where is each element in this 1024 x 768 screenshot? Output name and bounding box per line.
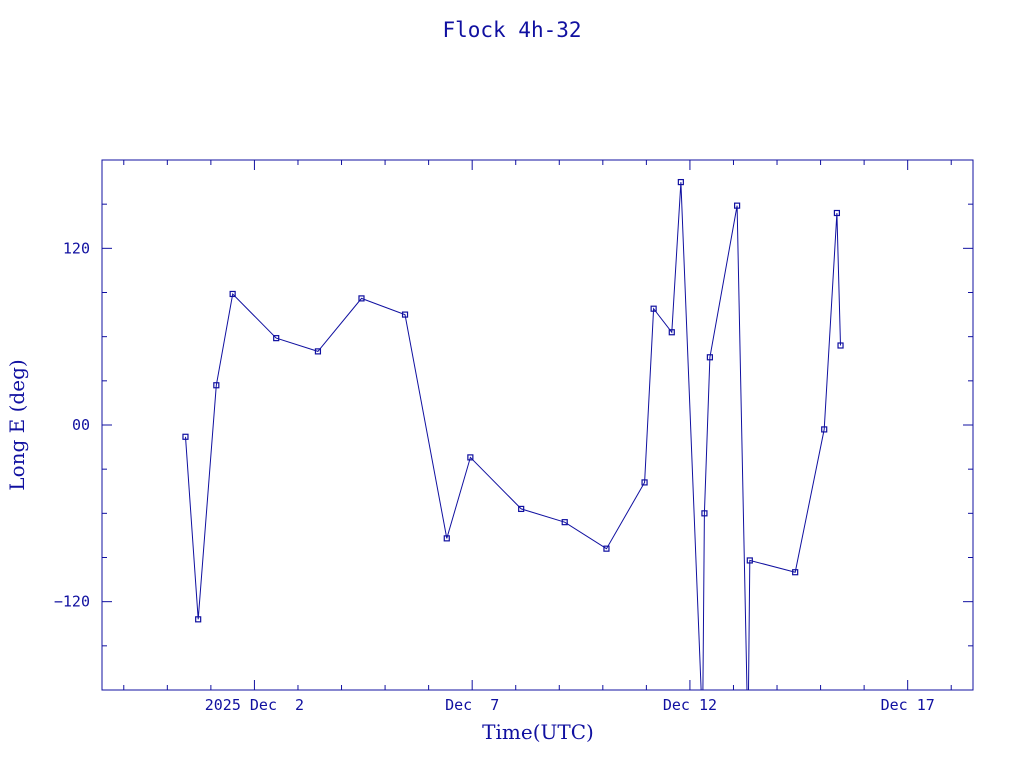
data-point-marker bbox=[273, 335, 280, 342]
data-point-marker bbox=[650, 305, 657, 312]
data-point-marker bbox=[734, 202, 741, 209]
y-tick-label: 00 bbox=[72, 416, 90, 434]
data-point-marker bbox=[833, 209, 841, 217]
axis-ticks bbox=[102, 160, 973, 690]
data-point-marker bbox=[792, 569, 799, 576]
data-point-marker bbox=[561, 519, 568, 526]
data-point-marker bbox=[603, 545, 610, 552]
data-point-marker bbox=[213, 382, 220, 389]
y-tick-labels: 120 00 −120 bbox=[54, 239, 90, 610]
data-point-marker bbox=[677, 178, 684, 186]
y-tick-label: −120 bbox=[54, 593, 90, 611]
data-point-marker bbox=[518, 505, 525, 513]
data-point-marker bbox=[837, 342, 844, 349]
chart-title: Flock 4h-32 bbox=[442, 18, 581, 42]
y-tick-label: 120 bbox=[63, 239, 90, 257]
x-tick-label: Dec 12 bbox=[663, 696, 717, 714]
data-point-marker bbox=[641, 479, 648, 486]
data-point-marker bbox=[701, 510, 708, 517]
data-point-marker bbox=[821, 426, 828, 433]
plot-frame bbox=[101, 159, 974, 691]
data-point-marker bbox=[182, 433, 189, 440]
data-point-marker bbox=[668, 329, 675, 336]
y-axis-label: Long E (deg) bbox=[5, 359, 29, 490]
data-point-marker bbox=[706, 354, 713, 361]
series-group bbox=[182, 178, 844, 690]
data-point-marker bbox=[195, 616, 202, 623]
data-point-marker bbox=[401, 311, 409, 318]
x-tick-label: Dec 7 bbox=[445, 696, 499, 714]
series-line bbox=[185, 182, 841, 690]
x-tick-labels: 2025 Dec 2 Dec 7 Dec 12 Dec 17 bbox=[205, 696, 935, 714]
data-point-marker bbox=[443, 535, 450, 542]
data-point-marker bbox=[229, 290, 236, 298]
data-point-marker bbox=[746, 557, 753, 564]
data-point-marker bbox=[314, 348, 322, 355]
x-tick-label: 2025 Dec 2 bbox=[205, 696, 304, 714]
data-point-marker bbox=[467, 454, 474, 461]
x-axis-label: Time(UTC) bbox=[482, 720, 594, 744]
data-point-marker bbox=[358, 295, 365, 302]
x-tick-label: Dec 17 bbox=[881, 696, 935, 714]
